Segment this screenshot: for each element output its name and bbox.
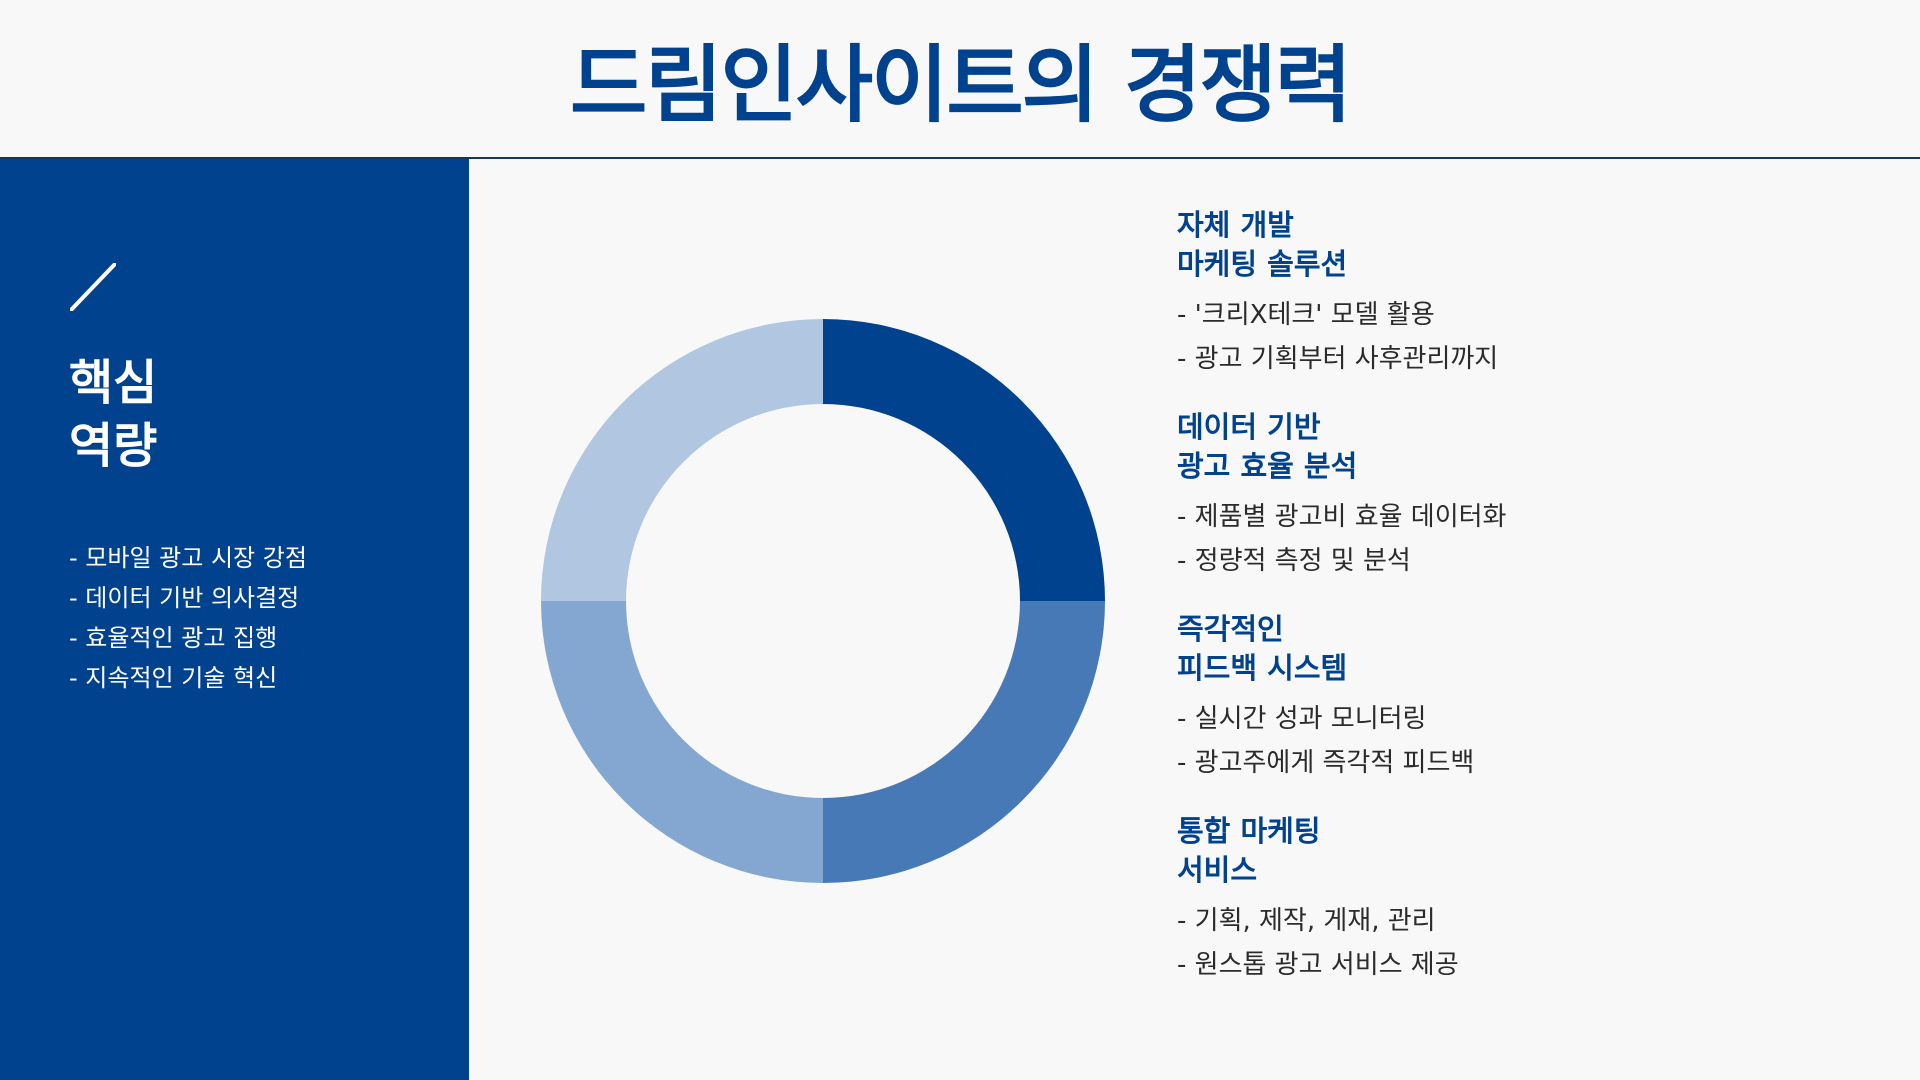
sidebar-list-item: - 데이터 기반 의사결정 (69, 584, 300, 612)
feature-title-line: 즉각적인 (1177, 612, 1284, 646)
feature-title-line: 통합 마케팅 (1177, 814, 1321, 848)
feature-block: 즉각적인 피드백 시스템 - 실시간 성과 모니터링 - 광고주에게 즉각적 피… (1177, 610, 1877, 812)
sidebar-heading-line: 역량 (69, 418, 158, 474)
donut-segment-3 (541, 601, 823, 883)
donut-chart (541, 319, 1105, 883)
donut-segment-4 (541, 319, 823, 601)
feature-point: - 광고주에게 즉각적 피드백 (1177, 748, 1475, 778)
feature-title-line: 서비스 (1177, 853, 1258, 887)
feature-points: - 기획, 제작, 게재, 관리 - 원스톱 광고 서비스 제공 (1177, 899, 1877, 987)
feature-title-line: 피드백 시스템 (1177, 651, 1348, 685)
feature-point: - 원스톱 광고 서비스 제공 (1177, 950, 1459, 980)
donut-segment-1 (823, 319, 1105, 601)
feature-point: - 제품별 광고비 효율 데이터화 (1177, 502, 1507, 532)
feature-title: 데이터 기반 광고 효율 분석 (1177, 408, 1877, 486)
feature-point: - 실시간 성과 모니터링 (1177, 704, 1427, 734)
feature-point: - 기획, 제작, 게재, 관리 (1177, 906, 1436, 936)
feature-block: 통합 마케팅 서비스 - 기획, 제작, 게재, 관리 - 원스톱 광고 서비스… (1177, 812, 1877, 1014)
sidebar-heading-line: 핵심 (69, 355, 158, 411)
feature-block: 자체 개발 마케팅 솔루션 - '크리X테크' 모델 활용 - 광고 기획부터 … (1177, 206, 1877, 408)
feature-points: - '크리X테크' 모델 활용 - 광고 기획부터 사후관리까지 (1177, 293, 1877, 381)
donut-segment-2 (823, 601, 1105, 883)
sidebar-list-item: - 지속적인 기술 혁신 (69, 664, 278, 692)
sidebar-list-item: - 모바일 광고 시장 강점 (69, 544, 307, 572)
sidebar-panel (0, 159, 469, 1080)
sidebar-heading: 핵심 역량 (69, 352, 157, 478)
feature-title: 자체 개발 마케팅 솔루션 (1177, 206, 1877, 284)
feature-point: - 정량적 측정 및 분석 (1177, 546, 1411, 576)
feature-points: - 실시간 성과 모니터링 - 광고주에게 즉각적 피드백 (1177, 697, 1877, 785)
feature-block: 데이터 기반 광고 효율 분석 - 제품별 광고비 효율 데이터화 - 정량적 … (1177, 408, 1877, 610)
feature-title-line: 자체 개발 (1177, 208, 1294, 242)
sidebar-list: - 모바일 광고 시장 강점 - 데이터 기반 의사결정 - 효율적인 광고 집… (69, 538, 307, 698)
sidebar-list-item: - 효율적인 광고 집행 (69, 624, 278, 652)
feature-title-line: 광고 효율 분석 (1177, 449, 1358, 483)
title-divider (0, 157, 1920, 159)
feature-point: - '크리X테크' 모델 활용 (1177, 300, 1435, 330)
feature-title-line: 마케팅 솔루션 (1177, 247, 1348, 281)
feature-point: - 광고 기획부터 사후관리까지 (1177, 344, 1499, 374)
feature-title: 통합 마케팅 서비스 (1177, 812, 1877, 890)
slash-icon (70, 263, 116, 311)
feature-title: 즉각적인 피드백 시스템 (1177, 610, 1877, 688)
page-title: 드림인사이트의 경쟁력 (569, 36, 1352, 134)
feature-title-line: 데이터 기반 (1177, 410, 1321, 444)
feature-points: - 제품별 광고비 효율 데이터화 - 정량적 측정 및 분석 (1177, 495, 1877, 583)
feature-list: 자체 개발 마케팅 솔루션 - '크리X테크' 모델 활용 - 광고 기획부터 … (1177, 206, 1877, 1014)
